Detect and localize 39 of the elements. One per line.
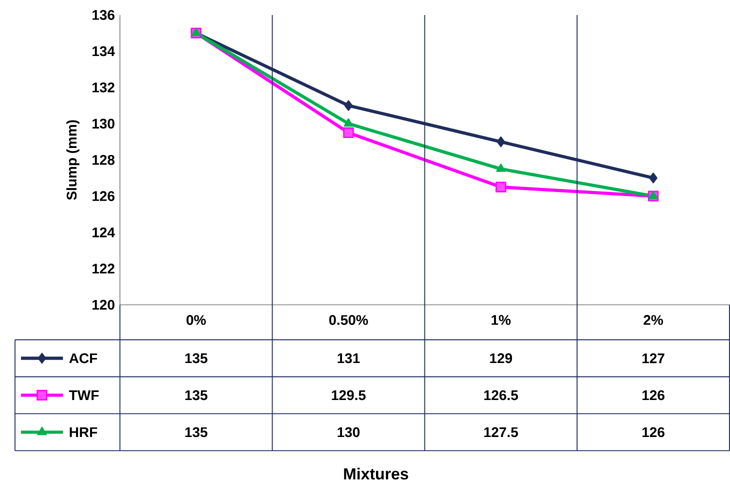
x-tick-label: 0% [186, 315, 206, 326]
y-tick-label: 120 [92, 300, 114, 310]
data-label: 126 [642, 390, 664, 400]
data-label: 126 [642, 427, 664, 438]
point [191, 28, 201, 36]
x-tick-label: 2% [644, 315, 663, 326]
y-tick-label: 124 [92, 228, 115, 238]
point [344, 118, 354, 127]
y-axis-title: Slump (mm) [66, 120, 80, 200]
y-tick-label: 126 [92, 191, 114, 202]
y-tick-label: 128 [92, 155, 115, 166]
y-tick-label: 132 [92, 82, 114, 93]
data-label: 127.5 [484, 427, 518, 438]
y-tick-label: 122 [92, 264, 114, 274]
x-tick-label: 1% [492, 315, 511, 326]
legend-label: HRF [70, 428, 98, 438]
point [496, 136, 506, 148]
data-label: 127 [642, 354, 664, 364]
y-tick-label: 136 [92, 10, 114, 20]
point [648, 190, 658, 200]
data-label: 126.5 [484, 390, 518, 400]
point [496, 182, 506, 193]
data-label: 135 [185, 390, 208, 400]
point [649, 172, 658, 184]
legend-label: TWF [69, 390, 99, 400]
data-label: 129 [490, 353, 512, 364]
legend-label: ACF [69, 353, 98, 364]
data-label: 135 [185, 353, 208, 364]
data-label: 129.5 [332, 390, 366, 400]
point [496, 164, 506, 172]
y-tick-label: 134 [92, 46, 115, 56]
data-label: 131 [338, 353, 360, 364]
point [344, 100, 353, 112]
text: Mixtures [344, 468, 408, 480]
data-label: 130 [338, 427, 360, 438]
data-label: 135 [185, 427, 208, 438]
point [343, 128, 354, 138]
y-tick-label: 130 [92, 118, 114, 129]
x-tick-label: 0.50% [329, 315, 368, 326]
